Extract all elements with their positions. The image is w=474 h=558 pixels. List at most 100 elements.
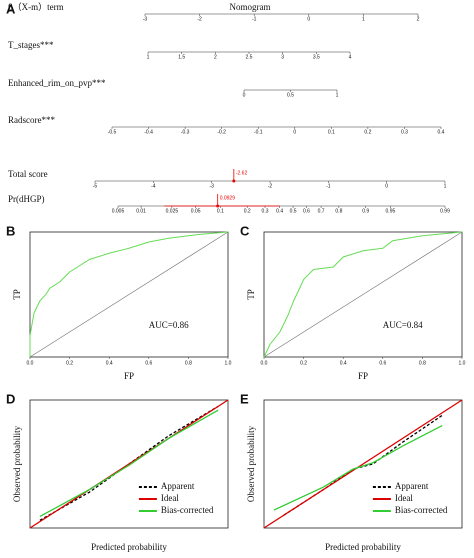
- x-axis-label: Predicted probability: [91, 542, 167, 552]
- tick-label: 2.5: [246, 54, 253, 60]
- tick-label: 0.4: [276, 208, 283, 214]
- tick-label: 0.4: [340, 360, 347, 366]
- tick-label: 0.3: [262, 208, 269, 214]
- tick-label: 0: [243, 92, 246, 98]
- tick-label: 0.01: [136, 208, 146, 214]
- tick-label: -3: [209, 183, 214, 189]
- tick-label: 0.6: [303, 208, 310, 214]
- row-label: Total score: [8, 169, 48, 179]
- tick-label: -2: [268, 183, 273, 189]
- legend-label: Apparent: [395, 481, 429, 491]
- tick-label: 0.2: [244, 208, 251, 214]
- tick-label: 1: [444, 183, 447, 189]
- plot-frame: [29, 399, 229, 529]
- panel-label: C: [240, 223, 250, 238]
- tick-label: 0.05: [191, 208, 201, 214]
- tick-label: 0.5: [287, 92, 294, 98]
- chart-title: Nomogram: [230, 2, 271, 12]
- tick-label: -3: [143, 16, 148, 22]
- panel-label: A: [6, 1, 16, 16]
- curve: [39, 409, 219, 518]
- row-label: T_stages***: [8, 40, 54, 50]
- tick-label: 1.0: [459, 360, 466, 366]
- tick-label: 0.0: [27, 360, 34, 366]
- tick-label: 0.6: [379, 360, 386, 366]
- tick-label: 3: [281, 54, 284, 60]
- tick-label: 0.9: [362, 208, 369, 214]
- tick-label: 1.0: [225, 360, 232, 366]
- curve: [263, 231, 463, 358]
- x-axis-label: FP: [358, 371, 368, 381]
- tick-label: -2: [197, 16, 202, 22]
- tick-label: 0.8: [185, 360, 192, 366]
- y-axis-label: Observed probability: [246, 425, 256, 502]
- x-axis-label: FP: [124, 371, 134, 381]
- panel-label: E: [240, 391, 249, 406]
- curve: [29, 399, 229, 529]
- marked-label: -2.62: [236, 170, 248, 176]
- panel-label: B: [6, 223, 15, 238]
- tick-label: 0.4: [438, 129, 445, 135]
- marked-point: [216, 204, 220, 208]
- y-axis-label: TP: [246, 289, 256, 300]
- tick-label: -0.2: [217, 129, 226, 135]
- tick-label: 1.5: [178, 54, 185, 60]
- tick-label: 0: [385, 183, 388, 189]
- tick-label: 0.0: [261, 360, 268, 366]
- row-label: Enhanced_rim_on_pvp***: [8, 78, 106, 88]
- tick-label: 0.2: [364, 129, 371, 135]
- annotation: AUC=0.86: [149, 320, 189, 330]
- tick-label: 2: [214, 54, 217, 60]
- tick-label: -0.3: [181, 129, 190, 135]
- legend-label: Ideal: [161, 493, 179, 503]
- tick-label: 0.5: [290, 208, 297, 214]
- tick-label: 0: [307, 16, 310, 22]
- plot-frame: [263, 231, 463, 358]
- tick-label: -0.4: [144, 129, 153, 135]
- tick-label: 0.8: [419, 360, 426, 366]
- curve: [263, 399, 463, 529]
- tick-label: 0.6: [145, 360, 152, 366]
- plot-frame: [29, 231, 229, 358]
- legend-label: Ideal: [395, 493, 413, 503]
- reference-line: [29, 231, 229, 358]
- legend-label: Bias-corrected: [395, 505, 448, 515]
- tick-label: 0.1: [217, 208, 224, 214]
- marked-label: 0.0929: [220, 195, 236, 201]
- tick-label: 0.8: [335, 208, 342, 214]
- curve: [273, 425, 443, 511]
- plot-frame: [263, 399, 463, 529]
- legend-label: Bias-corrected: [161, 505, 214, 515]
- tick-label: 0.3: [401, 129, 408, 135]
- x-axis-label: Predicted probability: [325, 542, 401, 552]
- tick-label: 0.2: [300, 360, 307, 366]
- tick-label: 1: [336, 92, 339, 98]
- row-label: β（X-m）term: [8, 2, 64, 12]
- tick-label: -1: [252, 16, 257, 22]
- tick-label: -1: [326, 183, 331, 189]
- tick-label: 0.1: [328, 129, 335, 135]
- row-label: Pr(dHGP): [8, 194, 45, 204]
- tick-label: 4: [349, 54, 352, 60]
- tick-label: 0.7: [318, 208, 325, 214]
- tick-label: -0.5: [108, 129, 117, 135]
- legend-label: Apparent: [161, 481, 195, 491]
- tick-label: -5: [93, 183, 98, 189]
- y-axis-label: Observed probability: [12, 425, 22, 502]
- tick-label: 3.5: [313, 54, 320, 60]
- marked-point: [232, 179, 236, 183]
- tick-label: 0.005: [112, 208, 125, 214]
- tick-label: -0.1: [254, 129, 263, 135]
- reference-line: [263, 231, 463, 358]
- annotation: AUC=0.84: [383, 320, 423, 330]
- tick-label: 0.4: [106, 360, 113, 366]
- tick-label: 0.95: [386, 208, 396, 214]
- panel-label: D: [6, 391, 15, 406]
- tick-label: 2: [417, 16, 420, 22]
- tick-label: 0.025: [166, 208, 179, 214]
- tick-label: 1: [147, 54, 150, 60]
- curve: [29, 231, 229, 357]
- tick-label: -4: [151, 183, 156, 189]
- tick-label: 1: [362, 16, 365, 22]
